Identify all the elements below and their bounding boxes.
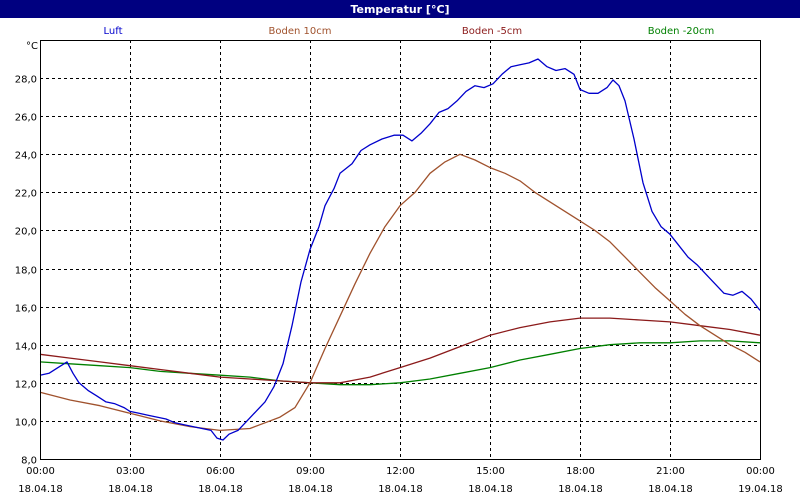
chart-legend: Luft Boden 10cm Boden -5cm Boden -20cm [104,26,715,37]
series-line-boden-5cm [39,317,761,384]
series-line-luft [39,58,761,441]
legend-entry-boden-5cm: Boden -5cm [462,26,522,37]
x-tick-time: 00:00 [26,466,55,477]
x-axis-ticks: 00:00 18.04.18 03:00 18.04.18 06:00 18.04.18 0… [18,466,783,495]
legend-entry-luft: Luft [104,26,123,37]
x-tick-date: 18.04.18 [648,484,693,495]
chart-series [39,58,761,441]
y-axis-label: °C [26,41,38,52]
chart-grid [40,40,760,459]
x-tick-date: 18.04.18 [378,484,423,495]
x-tick-time: 00:00 [746,466,775,477]
x-tick-date: 18.04.18 [288,484,333,495]
x-tick-date: 18.04.18 [558,484,603,495]
x-tick-date: 18.04.18 [108,484,153,495]
temperature-chart: Luft Boden 10cm Boden -5cm Boden -20cm °C 8… [15,26,783,495]
x-tick-date: 18.04.18 [198,484,243,495]
x-tick-time: 09:00 [296,466,325,477]
y-tick-label: 14,0 [15,342,37,353]
x-tick-date: 19.04.18 [738,484,783,495]
y-tick-label: 12,0 [15,380,37,391]
y-tick-label: 18,0 [15,266,37,277]
x-tick-time: 06:00 [206,466,235,477]
series-line-boden-10cm [39,153,761,432]
y-tick-label: 24,0 [15,151,37,162]
y-tick-label: 20,0 [15,227,37,238]
x-tick-time: 15:00 [476,466,505,477]
y-axis-ticks: 8,0 10,0 12,0 14,0 16,0 18,0 20,0 22,0 24,0 26,0 2… [15,75,37,467]
y-tick-label: 28,0 [15,75,37,86]
plot-frame [40,40,761,460]
x-tick-time: 18:00 [566,466,595,477]
legend-entry-boden-10cm: Boden 10cm [269,26,332,37]
y-tick-label: 8,0 [21,456,37,467]
y-tick-label: 26,0 [15,113,37,124]
legend-entry-boden-20cm: Boden -20cm [648,26,715,37]
x-tick-time: 21:00 [656,466,685,477]
x-tick-time: 12:00 [386,466,415,477]
y-tick-label: 16,0 [15,304,37,315]
y-tick-label: 22,0 [15,189,37,200]
series-line-boden-20cm [39,340,761,386]
x-tick-date: 18.04.18 [468,484,513,495]
x-tick-time: 03:00 [116,466,145,477]
y-tick-label: 10,0 [15,418,37,429]
x-tick-date: 18.04.18 [18,484,63,495]
window-title: Temperatur [°C] [0,0,800,18]
